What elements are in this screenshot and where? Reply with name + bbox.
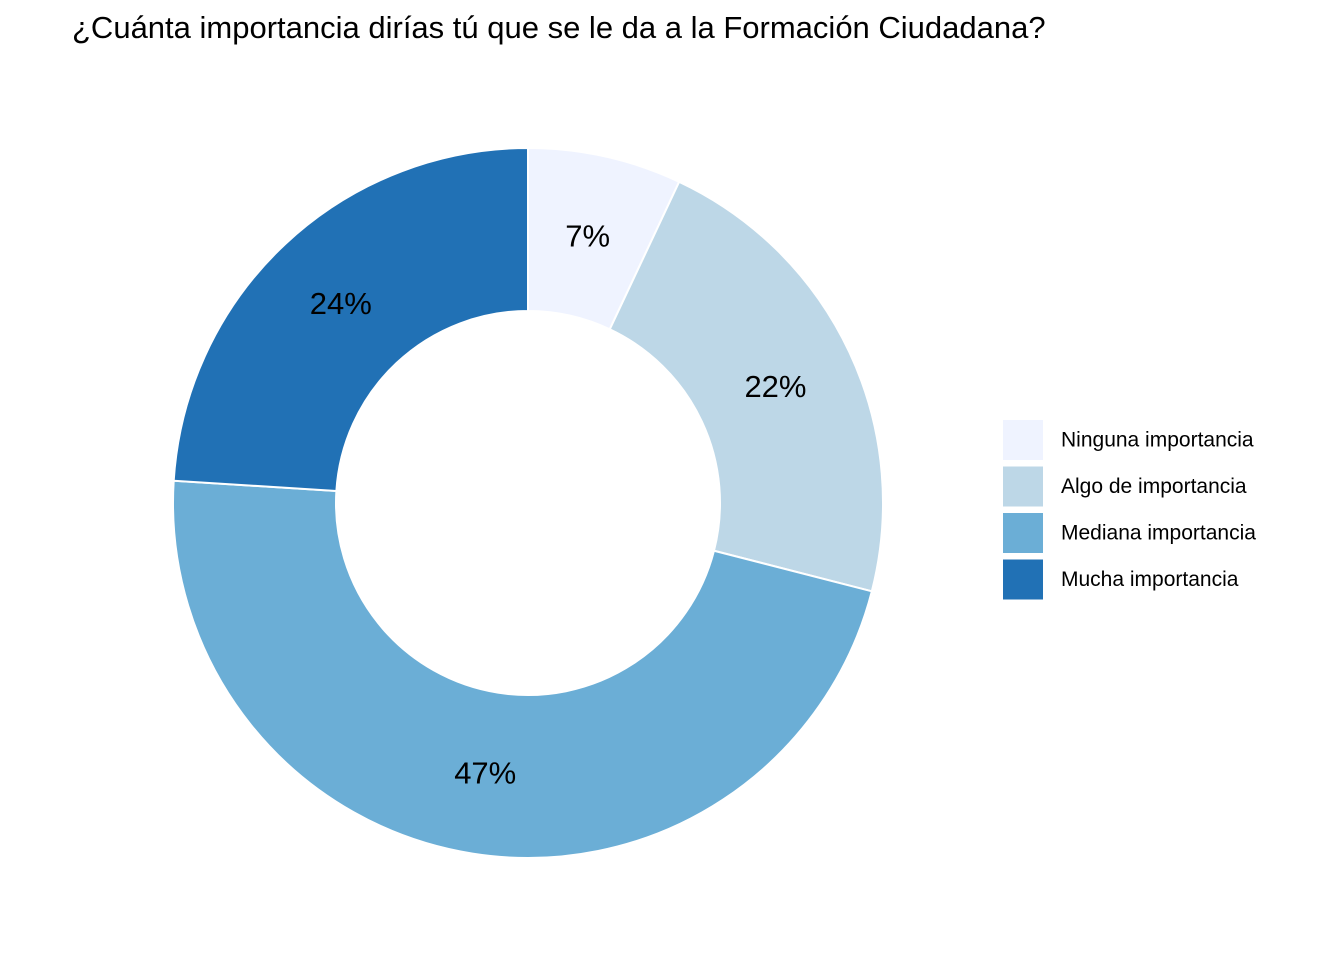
- slice-label-ninguna-importancia: 7%: [565, 219, 610, 254]
- legend-item-algo-de-importancia: Algo de importancia: [1003, 466, 1247, 507]
- legend-swatch-algo-de-importancia: [1003, 466, 1043, 507]
- donut-slice-mucha-importancia: [172, 146, 529, 493]
- slice-label-algo-de-importancia: 22%: [744, 369, 806, 404]
- slice-label-mucha-importancia: 24%: [310, 286, 372, 321]
- donut-slices: [172, 146, 884, 859]
- legend-item-ninguna-importancia: Ninguna importancia: [1003, 420, 1254, 460]
- legend-label-mediana-importancia: Mediana importancia: [1061, 522, 1256, 545]
- legend-swatch-ninguna-importancia: [1003, 420, 1043, 460]
- legend-label-ninguna-importancia: Ninguna importancia: [1061, 429, 1254, 452]
- legend-item-mediana-importancia: Mediana importancia: [1003, 513, 1256, 553]
- legend-label-mucha-importancia: Mucha importancia: [1061, 568, 1239, 591]
- legend-label-algo-de-importancia: Algo de importancia: [1061, 475, 1247, 498]
- donut-slice-labels: 7% 22% 47% 24%: [310, 219, 807, 791]
- donut-slice-mediana-importancia: [172, 479, 874, 859]
- slice-label-mediana-importancia: 47%: [454, 756, 516, 791]
- chart-title: ¿Cuánta importancia dirías tú que se le …: [72, 10, 1046, 45]
- legend-item-mucha-importancia: Mucha importancia: [1003, 559, 1239, 600]
- legend: Ninguna importancia Algo de importancia Me…: [1003, 420, 1256, 600]
- legend-swatch-mucha-importancia: [1003, 559, 1043, 600]
- donut-slice-algo-de-importancia: [608, 180, 884, 593]
- legend-swatch-mediana-importancia: [1003, 513, 1043, 553]
